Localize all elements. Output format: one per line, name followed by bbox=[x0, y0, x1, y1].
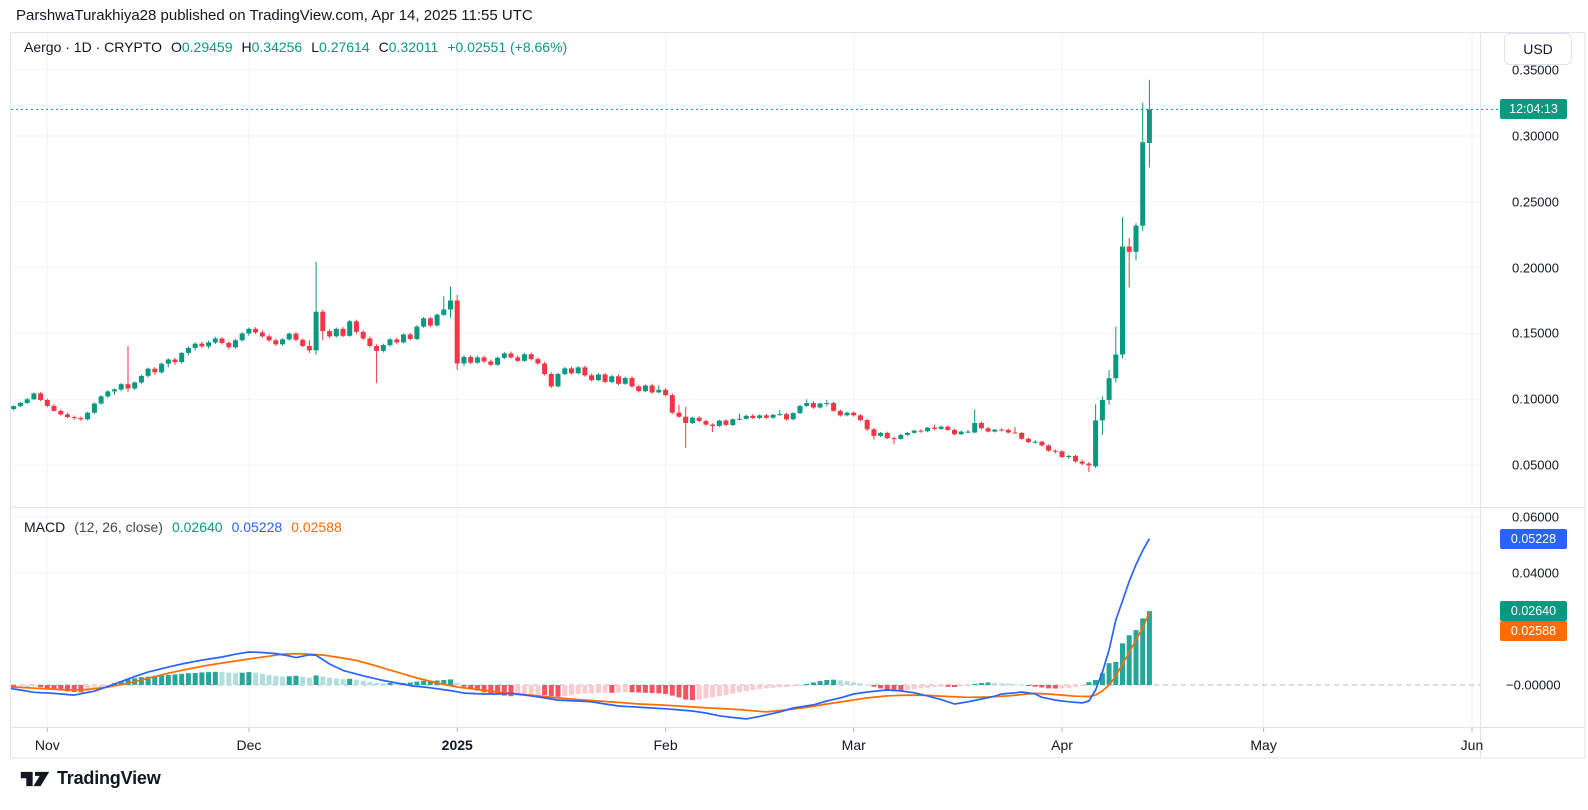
currency-button[interactable]: USD bbox=[1504, 33, 1572, 65]
symbol-title[interactable]: Aergo · 1D · CRYPTO bbox=[24, 39, 162, 55]
price-axis[interactable] bbox=[1481, 33, 1584, 757]
publish-info-text: ParshwaTurakhiya28 published on TradingV… bbox=[16, 7, 533, 24]
tradingview-logo-text: TradingView bbox=[57, 768, 161, 788]
price-change: +0.02551 (+8.66%) bbox=[447, 39, 568, 55]
ohlc-o: O0.29459 bbox=[170, 39, 233, 55]
symbol-legend: Aergo · 1D · CRYPTO O0.29459 H0.34256 L0.2… bbox=[24, 39, 567, 55]
macd-value-0: 0.02640 bbox=[171, 519, 223, 535]
ohlc-l: L0.27614 bbox=[311, 39, 370, 55]
ohlc-h: H0.34256 bbox=[241, 39, 303, 55]
ohlc-values: O0.29459 H0.34256 L0.27614 C0.32011 bbox=[171, 39, 438, 55]
publish-header: ParshwaTurakhiya28 published on TradingV… bbox=[16, 7, 533, 24]
currency-button-label: USD bbox=[1523, 41, 1553, 57]
macd-value-2: 0.02588 bbox=[291, 519, 342, 535]
macd-value-1: 0.05228 bbox=[231, 519, 283, 535]
macd-title[interactable]: MACD bbox=[24, 519, 66, 535]
macd-values: 0.02640 0.05228 0.02588 bbox=[172, 519, 342, 535]
time-axis[interactable] bbox=[11, 728, 1479, 757]
tradingview-logo[interactable]: TradingView bbox=[20, 768, 161, 789]
macd-legend: MACD (12, 26, close) 0.02640 0.05228 0.025… bbox=[24, 519, 342, 535]
tradingview-mark-icon bbox=[20, 771, 50, 786]
ohlc-c: C0.32011 bbox=[378, 39, 439, 55]
macd-params: (12, 26, close) bbox=[74, 519, 163, 535]
